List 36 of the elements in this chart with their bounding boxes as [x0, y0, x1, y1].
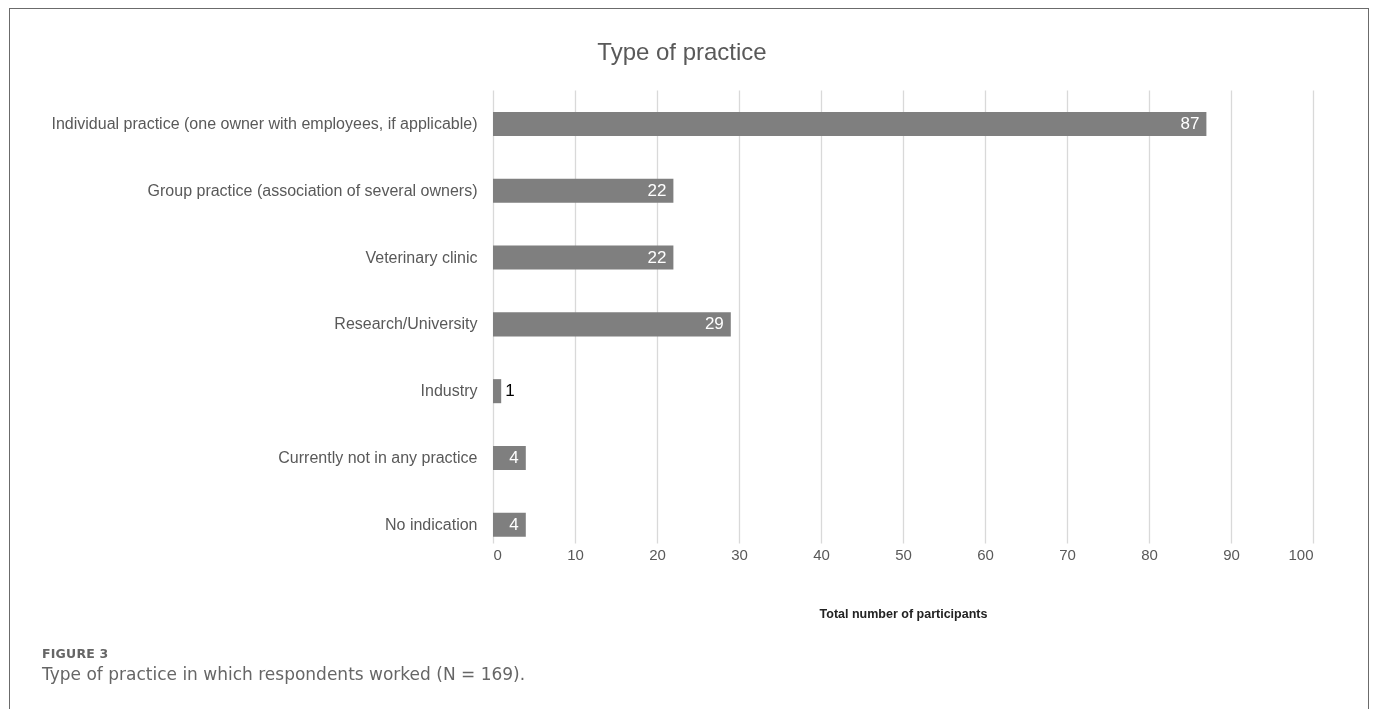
x-axis-title: Total number of participants	[819, 606, 988, 621]
x-tick-label: 80	[1141, 545, 1158, 563]
data-label: 4	[509, 447, 519, 467]
x-tick-label: 10	[567, 545, 584, 563]
bar	[493, 379, 502, 404]
x-tick-label: 20	[649, 545, 666, 563]
bar	[493, 445, 526, 471]
bar	[493, 312, 731, 337]
x-tick-label: 50	[895, 545, 912, 563]
y-tick-label: Research/University	[334, 315, 478, 333]
x-tick-label: 30	[731, 545, 748, 563]
y-tick-label: Veterinary clinic	[365, 248, 478, 266]
data-label: 4	[509, 514, 519, 534]
data-label: 1	[505, 381, 515, 401]
caption: FIGURE 3	[42, 646, 110, 661]
y-tick-label: No indication	[385, 515, 478, 533]
data-label: 29	[704, 314, 724, 334]
x-tick-label: 70	[1059, 545, 1076, 563]
data-label: 87	[1180, 113, 1200, 133]
x-tick-label: 90	[1223, 545, 1240, 563]
chart-title: Type of practice	[597, 38, 767, 65]
bar	[493, 178, 674, 203]
x-tick-label: 100	[1288, 545, 1314, 563]
x-tick-label: 40	[813, 545, 830, 563]
bar	[493, 111, 1207, 136]
y-tick-label: Group practice (association of several owners)	[147, 181, 478, 199]
y-tick-label: Individual practice (one owner with employees, if applicable)	[51, 114, 478, 132]
y-tick-label: Industry	[420, 382, 478, 400]
x-tick-label: 0	[493, 545, 502, 563]
y-tick-label: Currently not in any practice	[278, 448, 478, 466]
data-label: 22	[647, 180, 667, 200]
bar	[493, 245, 674, 270]
text: Type of practice in which respondents worked (N = 169).	[42, 664, 526, 684]
data-label: 22	[647, 247, 667, 267]
bar	[493, 512, 526, 537]
x-tick-label: 60	[977, 545, 994, 563]
